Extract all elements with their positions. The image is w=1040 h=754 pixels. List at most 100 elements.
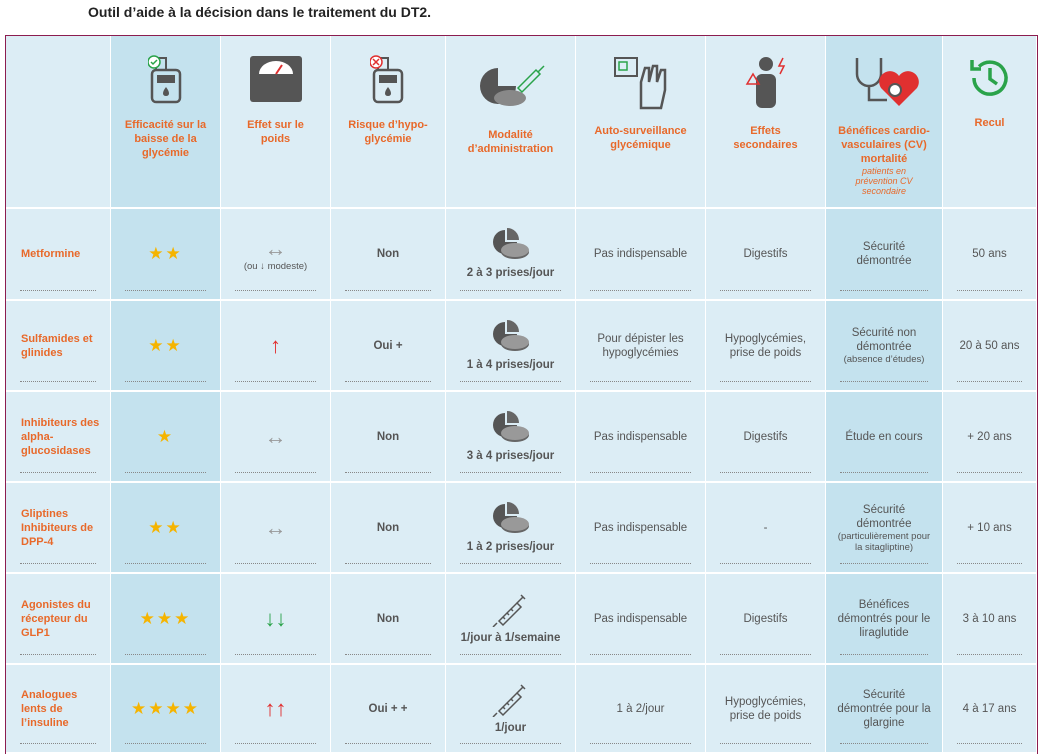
table-cell: ↔ bbox=[221, 392, 331, 483]
dotted-rule bbox=[235, 654, 316, 655]
header-icon bbox=[146, 54, 184, 108]
cell-text: Pas indispensable bbox=[593, 248, 688, 260]
cell-text: Sécurité démontrée pour la glargine bbox=[837, 688, 931, 729]
table-cell: Pas indispensable bbox=[576, 483, 706, 574]
efficacy-stars: ★ bbox=[156, 426, 175, 446]
cell-text: 1 à 4 prises/jour bbox=[466, 358, 555, 371]
table-cell: + 10 ans bbox=[943, 483, 1037, 574]
table-cell: Bénéfices démontrés pour le liraglutide bbox=[826, 574, 943, 665]
header-icon bbox=[966, 54, 1014, 106]
cell-text: Non bbox=[376, 430, 400, 443]
cell-text: - bbox=[763, 521, 768, 534]
cell-text: Non bbox=[376, 521, 400, 534]
dotted-rule bbox=[460, 381, 561, 382]
dotted-rule bbox=[20, 563, 96, 564]
table-cell: 1/jour à 1/semaine bbox=[446, 574, 576, 665]
table-cell: ↓↓ bbox=[221, 574, 331, 665]
table-cell: Non bbox=[331, 574, 446, 665]
dotted-rule bbox=[345, 743, 431, 744]
dotted-rule bbox=[840, 654, 928, 655]
cell-text: Sécurité non démontrée bbox=[851, 327, 917, 353]
cell-text: Hypoglycémies, prise de poids bbox=[724, 695, 807, 722]
cell-note: (particulièrement pour la sitagliptine) bbox=[837, 530, 931, 553]
page-title: Outil d’aide à la décision dans le trait… bbox=[88, 4, 432, 20]
administration-icon bbox=[491, 593, 531, 631]
table-cell: 2 à 3 prises/jour bbox=[446, 209, 576, 301]
dotted-rule bbox=[590, 290, 691, 291]
efficacy-stars: ★★ bbox=[148, 335, 183, 355]
dotted-rule bbox=[840, 381, 928, 382]
row-label-cell: Analogues lents de l’insuline bbox=[6, 665, 111, 754]
column-header: Risque d’hypo-glycémie bbox=[331, 36, 446, 209]
corner-cell bbox=[6, 36, 111, 209]
table-cell: Oui + + bbox=[331, 665, 446, 754]
header-label: Efficacité sur la baisse de la glycémie bbox=[124, 119, 207, 159]
administration-icon bbox=[491, 501, 531, 540]
weight-arrow: ↔ bbox=[264, 514, 287, 540]
row-label: Inhibiteurs des alpha-glucosidases bbox=[21, 416, 100, 457]
dotted-rule bbox=[840, 563, 928, 564]
cell-text: Oui + bbox=[373, 339, 403, 352]
cell-text: 1/jour bbox=[494, 721, 527, 734]
weight-arrow: ↔ bbox=[264, 235, 287, 261]
row-label: Agonistes du récepteur du GLP1 bbox=[21, 598, 91, 639]
weight-arrow: ↓↓ bbox=[264, 605, 287, 631]
header-icon bbox=[849, 54, 919, 114]
header-icon bbox=[613, 54, 669, 114]
header-label: Modalité d’administration bbox=[467, 129, 554, 155]
cell-text: 3 à 10 ans bbox=[962, 612, 1017, 625]
table-cell: ★★ bbox=[111, 209, 221, 301]
cell-text: Sécurité démontrée bbox=[856, 241, 912, 267]
cell-text: Pas indispensable bbox=[593, 612, 688, 625]
row-label: Sulfamides et glinides bbox=[21, 332, 93, 359]
table-cell: ★★ bbox=[111, 301, 221, 392]
table-cell: Oui + bbox=[331, 301, 446, 392]
efficacy-stars: ★★ bbox=[148, 517, 183, 537]
table-cell: Sécurité démontrée (particulièrement pour… bbox=[826, 483, 943, 574]
dotted-rule bbox=[20, 743, 96, 744]
dotted-rule bbox=[235, 563, 316, 564]
header-icon bbox=[249, 54, 303, 108]
administration-icon bbox=[491, 683, 531, 721]
header-note: patients en prévention CV secondaire bbox=[855, 166, 913, 196]
row-label-cell: Sulfamides et glinides bbox=[6, 301, 111, 392]
table-cell: Digestifs bbox=[706, 574, 826, 665]
dotted-rule bbox=[720, 654, 811, 655]
dotted-rule bbox=[590, 563, 691, 564]
header-icon bbox=[369, 54, 406, 108]
table-cell: 1 à 4 prises/jour bbox=[446, 301, 576, 392]
table-cell: Hypoglycémies, prise de poids bbox=[706, 301, 826, 392]
cell-text: 20 à 50 ans bbox=[959, 339, 1020, 352]
table-cell: 3 à 4 prises/jour bbox=[446, 392, 576, 483]
dotted-rule bbox=[957, 563, 1022, 564]
administration-icon bbox=[491, 410, 531, 449]
cell-text: 4 à 17 ans bbox=[962, 702, 1017, 715]
dotted-rule bbox=[125, 381, 206, 382]
dotted-rule bbox=[957, 381, 1022, 382]
cell-text: + 10 ans bbox=[967, 521, 1012, 534]
header-label: Effet sur le poids bbox=[247, 119, 304, 145]
table-cell: Pas indispensable bbox=[576, 392, 706, 483]
table-cell: Sécurité démontrée pour la glargine bbox=[826, 665, 943, 754]
column-header: Modalité d’administration bbox=[446, 36, 576, 209]
dotted-rule bbox=[590, 743, 691, 744]
cell-text: 50 ans bbox=[972, 248, 1007, 260]
weight-arrow: ↔ bbox=[264, 423, 287, 449]
table-cell: Sécurité démontrée bbox=[826, 209, 943, 301]
row-label: Gliptines Inhibiteurs de DPP-4 bbox=[21, 507, 94, 548]
column-header: Recul bbox=[943, 36, 1037, 209]
cell-text: Digestifs bbox=[743, 248, 788, 260]
dotted-rule bbox=[590, 381, 691, 382]
cell-text: 1 à 2 prises/jour bbox=[466, 540, 555, 553]
table-cell: Étude en cours bbox=[826, 392, 943, 483]
cell-text: Digestifs bbox=[743, 612, 788, 625]
efficacy-stars: ★★ bbox=[148, 244, 183, 263]
column-header: Effet sur le poids bbox=[221, 36, 331, 209]
table-cell: ★★★ bbox=[111, 574, 221, 665]
cell-text: Bénéfices démontrés pour le liraglutide bbox=[837, 598, 931, 639]
dotted-rule bbox=[345, 563, 431, 564]
dotted-rule bbox=[840, 743, 928, 744]
cell-text: Sécurité démontrée bbox=[856, 503, 912, 530]
cell-text: 1/jour à 1/semaine bbox=[460, 631, 561, 644]
column-header: Efficacité sur la baisse de la glycémie bbox=[111, 36, 221, 209]
